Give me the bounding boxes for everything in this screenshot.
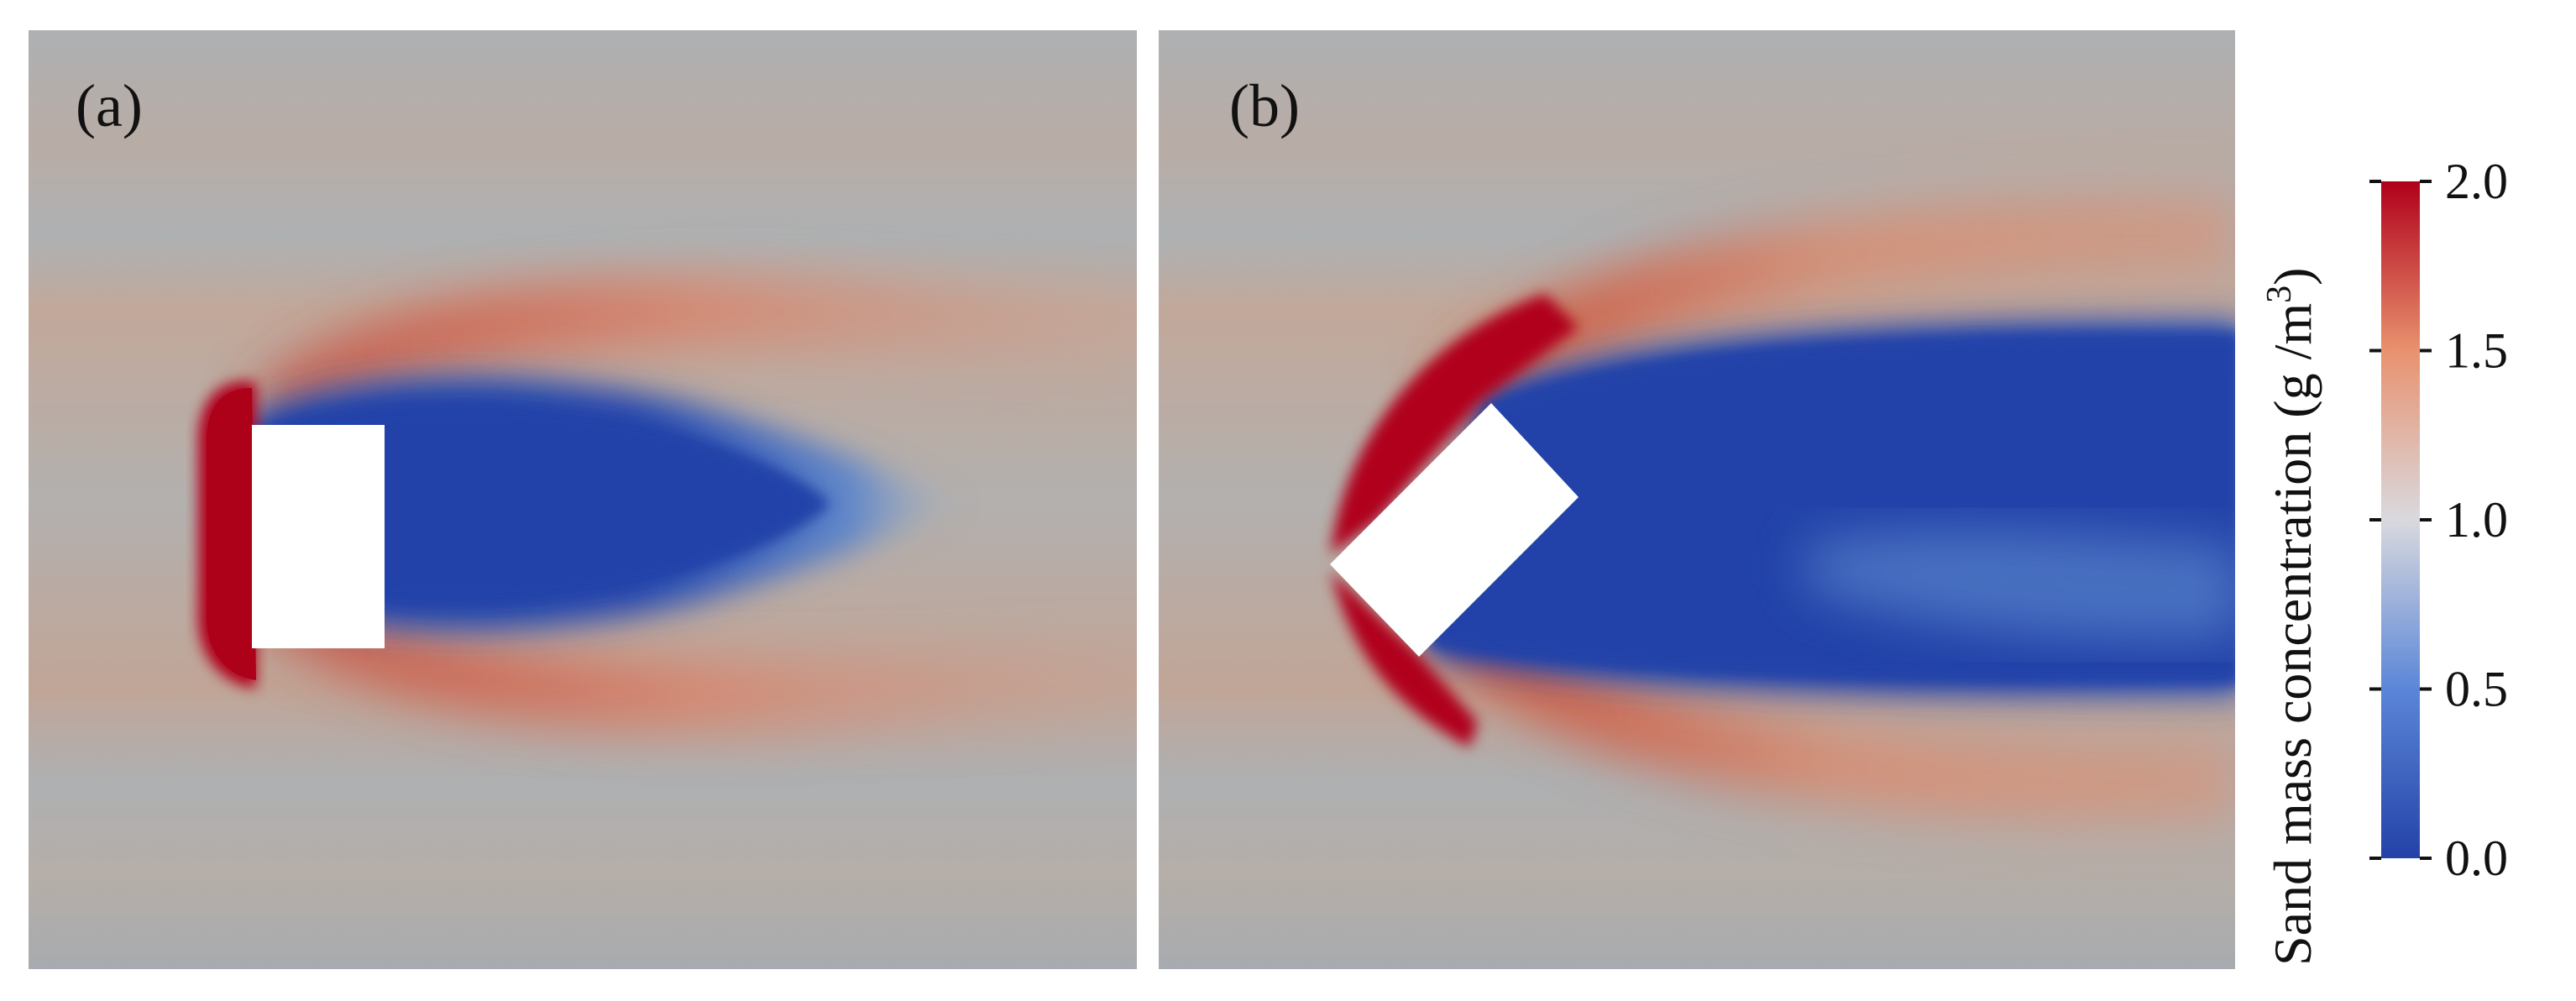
colorbar-title-end: ): [2263, 268, 2322, 286]
colorbar-tick-label: 0.0: [2445, 831, 2508, 886]
colorbar-ticks: 0.0 0.5 1.0 1.5 2.0: [2369, 154, 2508, 886]
panel-b-stagnation-zone: [1331, 294, 1579, 554]
panel-b-wake: [1427, 319, 2235, 697]
colorbar-tick-label: 1.5: [2445, 323, 2508, 379]
panel-b: (b): [1159, 30, 2235, 969]
panel-a-wake: [243, 376, 957, 632]
panel-a-label: (a): [76, 72, 143, 139]
panel-b-shear-layer: [1427, 193, 2235, 825]
panel-b-obstacle: [1330, 403, 1579, 657]
colorbar-tick-label: 1.0: [2445, 492, 2508, 548]
colorbar: 0.0 0.5 1.0 1.5 2.0 Sand mass concentration …: [2260, 154, 2508, 966]
colorbar-tick-label: 2.0: [2445, 154, 2508, 209]
panel-b-label: (b): [1229, 72, 1300, 139]
panel-a-obstacle: [252, 425, 385, 648]
panel-a-shear-layer: [252, 279, 1137, 729]
colorbar-title: Sand mass concentration (g /m3): [2260, 268, 2322, 966]
panel-a: (a): [29, 30, 1137, 969]
colorbar-tick-label: 0.5: [2445, 662, 2508, 717]
colorbar-title-main: Sand mass concentration (g /m: [2263, 303, 2322, 966]
colorbar-gradient: [2381, 181, 2420, 858]
colorbar-title-sup: 3: [2260, 286, 2299, 303]
